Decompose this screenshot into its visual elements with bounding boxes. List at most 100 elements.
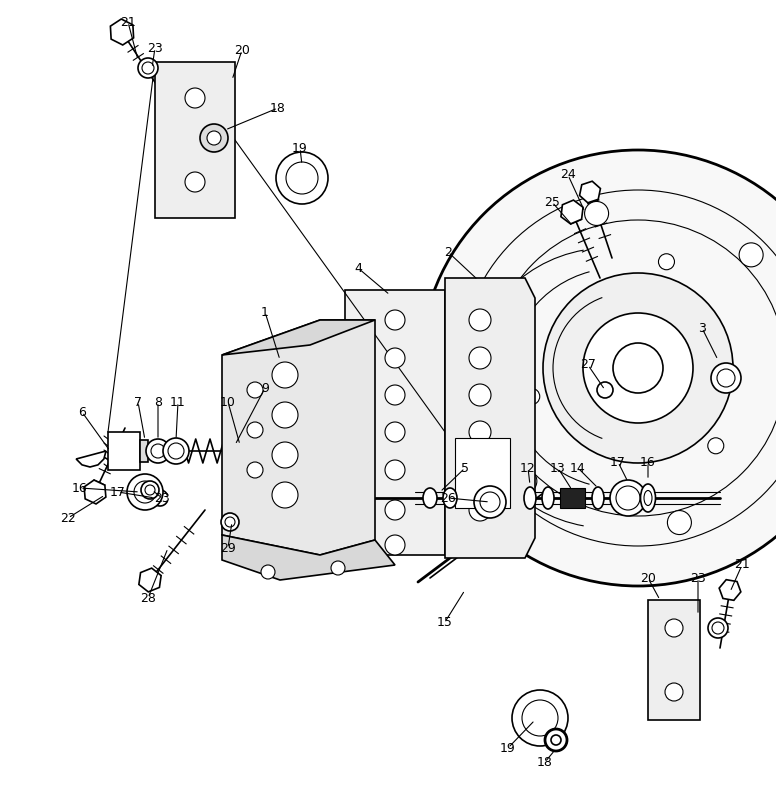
Text: 25: 25 — [544, 196, 560, 208]
Circle shape — [474, 486, 506, 518]
Circle shape — [472, 314, 495, 338]
Circle shape — [513, 469, 537, 493]
Text: 23: 23 — [154, 492, 170, 504]
Text: 18: 18 — [270, 101, 286, 114]
Polygon shape — [139, 568, 161, 592]
Text: 5: 5 — [461, 461, 469, 475]
Text: 20: 20 — [234, 44, 250, 57]
Circle shape — [583, 313, 693, 423]
Circle shape — [711, 363, 741, 393]
Text: 27: 27 — [580, 358, 596, 372]
Circle shape — [616, 486, 640, 510]
Circle shape — [221, 513, 239, 531]
Text: 7: 7 — [134, 396, 142, 409]
Circle shape — [141, 481, 159, 499]
Circle shape — [385, 385, 405, 405]
Ellipse shape — [207, 131, 221, 145]
Circle shape — [420, 150, 776, 586]
Circle shape — [261, 565, 275, 579]
Text: 1: 1 — [261, 306, 269, 318]
Circle shape — [272, 442, 298, 468]
Circle shape — [613, 343, 663, 393]
Circle shape — [385, 310, 405, 330]
Circle shape — [469, 347, 491, 369]
Ellipse shape — [200, 124, 228, 152]
Circle shape — [469, 421, 491, 443]
Ellipse shape — [551, 735, 561, 745]
Polygon shape — [84, 480, 106, 504]
Circle shape — [225, 517, 235, 527]
Circle shape — [151, 444, 165, 458]
Polygon shape — [222, 320, 375, 555]
Circle shape — [665, 619, 683, 637]
Polygon shape — [76, 451, 106, 467]
Polygon shape — [155, 62, 235, 218]
Polygon shape — [108, 432, 140, 470]
Circle shape — [247, 462, 263, 478]
Circle shape — [385, 348, 405, 368]
Text: 13: 13 — [550, 461, 566, 475]
Circle shape — [712, 622, 724, 634]
Text: 19: 19 — [500, 741, 516, 754]
Ellipse shape — [644, 491, 652, 505]
Circle shape — [276, 152, 328, 204]
Text: 10: 10 — [220, 396, 236, 409]
Circle shape — [168, 443, 184, 459]
Circle shape — [665, 683, 683, 701]
Text: 21: 21 — [734, 559, 750, 571]
Circle shape — [286, 162, 318, 194]
Text: 24: 24 — [560, 168, 576, 181]
Circle shape — [522, 700, 558, 736]
Circle shape — [185, 172, 205, 192]
Polygon shape — [345, 290, 445, 555]
Polygon shape — [719, 579, 741, 600]
Text: 23: 23 — [690, 571, 706, 584]
Circle shape — [247, 382, 263, 398]
Circle shape — [142, 62, 154, 74]
Text: 17: 17 — [110, 485, 126, 499]
Circle shape — [584, 201, 608, 226]
Circle shape — [659, 254, 674, 270]
Polygon shape — [648, 600, 700, 720]
Text: 8: 8 — [154, 396, 162, 409]
Text: 18: 18 — [537, 756, 553, 768]
Circle shape — [512, 690, 568, 746]
Text: 19: 19 — [292, 141, 308, 155]
Text: 15: 15 — [437, 615, 453, 629]
Text: 21: 21 — [120, 15, 136, 29]
Text: 12: 12 — [520, 461, 536, 475]
Text: 23: 23 — [147, 41, 163, 54]
Circle shape — [385, 500, 405, 520]
Bar — [455, 438, 510, 508]
Text: 20: 20 — [640, 571, 656, 584]
Circle shape — [385, 422, 405, 442]
Text: 22: 22 — [60, 512, 76, 524]
Ellipse shape — [592, 487, 604, 509]
Text: 16: 16 — [72, 481, 88, 495]
Circle shape — [163, 438, 189, 464]
Circle shape — [469, 309, 491, 331]
Circle shape — [185, 88, 205, 108]
Circle shape — [272, 362, 298, 388]
Polygon shape — [561, 200, 583, 224]
Circle shape — [708, 438, 724, 454]
Circle shape — [739, 243, 763, 267]
Text: 2: 2 — [444, 246, 452, 259]
Circle shape — [667, 511, 691, 535]
Text: 3: 3 — [698, 322, 706, 334]
Polygon shape — [222, 320, 375, 355]
Text: 11: 11 — [170, 396, 186, 409]
Text: 4: 4 — [354, 262, 362, 275]
Ellipse shape — [545, 729, 567, 751]
Polygon shape — [445, 278, 535, 558]
Circle shape — [385, 460, 405, 480]
Circle shape — [469, 499, 491, 521]
Text: 17: 17 — [610, 456, 626, 468]
Circle shape — [480, 492, 500, 512]
Circle shape — [247, 422, 263, 438]
Circle shape — [127, 474, 163, 510]
Circle shape — [272, 402, 298, 428]
Ellipse shape — [423, 488, 437, 508]
Circle shape — [469, 384, 491, 406]
Polygon shape — [110, 19, 133, 45]
